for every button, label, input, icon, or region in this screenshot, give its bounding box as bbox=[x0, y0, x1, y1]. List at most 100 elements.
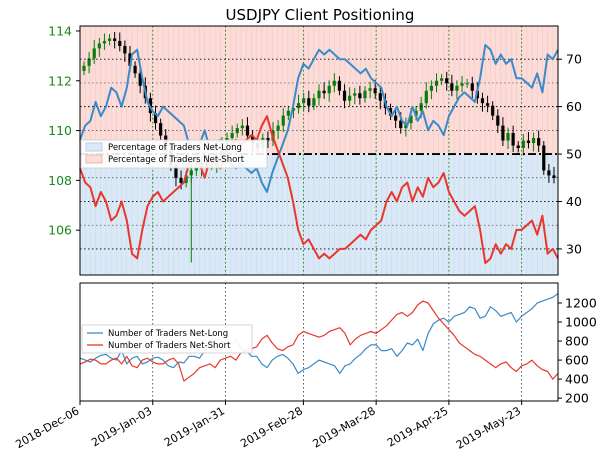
candle-body bbox=[107, 38, 112, 41]
x-tick-label: 2019-Apr-25 bbox=[385, 404, 450, 449]
candle-body bbox=[378, 93, 382, 101]
bottom-legend: Number of Traders Net-Long Number of Tra… bbox=[81, 324, 253, 354]
x-tick-label: 2018-Dec-06 bbox=[13, 404, 81, 451]
legend-label-net-long-pct: Percentage of Traders Net-Long bbox=[108, 143, 242, 153]
candle-body bbox=[445, 78, 449, 84]
x-tick-label: 2019-Mar-28 bbox=[311, 404, 378, 450]
candle-body bbox=[424, 90, 428, 104]
candle-body bbox=[92, 48, 96, 59]
candle-body bbox=[276, 125, 280, 131]
candle-body bbox=[363, 90, 367, 99]
candle-body bbox=[113, 38, 117, 41]
candle-body bbox=[286, 110, 290, 116]
left-tick-label: 112 bbox=[48, 73, 72, 88]
candle-body bbox=[337, 80, 342, 91]
candle-body bbox=[511, 133, 515, 146]
candle-body bbox=[531, 138, 536, 144]
candle-body bbox=[429, 85, 433, 91]
candle-body bbox=[506, 133, 510, 141]
candle-body bbox=[184, 175, 188, 183]
candle-body bbox=[179, 177, 183, 183]
candle-body bbox=[291, 108, 296, 111]
candle-body bbox=[440, 78, 444, 81]
candle-body bbox=[348, 95, 352, 101]
right-tick-label: 60 bbox=[566, 99, 582, 114]
bottom-panel-series bbox=[79, 283, 559, 401]
x-tick-label: 2019-Jan-31 bbox=[162, 404, 227, 449]
candle-body bbox=[159, 123, 163, 136]
series-line-net-long-count bbox=[79, 293, 559, 374]
legend-swatch-net-short-pct bbox=[85, 154, 103, 164]
candle-body bbox=[230, 133, 234, 139]
x-tick-label: 2019-Jan-03 bbox=[89, 404, 154, 449]
candle-body bbox=[102, 40, 107, 44]
top-panel-series bbox=[79, 44, 559, 265]
legend-label-net-short-pct: Percentage of Traders Net-Short bbox=[108, 155, 245, 165]
bottom-right-tick-label: 600 bbox=[565, 353, 589, 368]
candle-body bbox=[138, 73, 142, 86]
candle-body bbox=[307, 98, 311, 106]
candle-body bbox=[332, 80, 336, 86]
candle-body bbox=[317, 90, 321, 99]
candle-body bbox=[455, 85, 459, 91]
candle-body bbox=[358, 93, 362, 99]
x-axis-labels: 2018-Dec-06 2019-Jan-03 2019-Jan-31 2019-Fe… bbox=[13, 401, 523, 452]
candle-body bbox=[123, 45, 127, 54]
bottom-right-tick-label: 400 bbox=[565, 372, 589, 387]
top-panel-axes: 106 108 110 112 114 30 40 50 60 70 bbox=[48, 23, 582, 256]
candle-body bbox=[281, 115, 285, 126]
series-line-net-long-pct bbox=[79, 44, 559, 193]
left-tick-label: 114 bbox=[48, 23, 72, 38]
candle-body bbox=[194, 167, 198, 171]
chart-title: USDJPY Client Positioning bbox=[226, 6, 415, 24]
candle-body bbox=[245, 125, 250, 136]
left-tick-label: 106 bbox=[48, 223, 72, 238]
candle-body bbox=[394, 115, 398, 121]
bottom-right-tick-label: 800 bbox=[565, 334, 589, 349]
candle-body bbox=[302, 98, 306, 104]
candle-body bbox=[322, 90, 326, 94]
candle-body bbox=[128, 53, 132, 66]
candle-body bbox=[240, 125, 244, 129]
bottom-panel-axes: 200 400 600 800 1000 1200 bbox=[558, 295, 597, 406]
series-line-net-short-pct bbox=[79, 115, 559, 265]
candle-body bbox=[118, 40, 122, 46]
candle-body bbox=[414, 110, 418, 116]
legend-swatch-net-long-pct bbox=[85, 142, 103, 152]
candle-body bbox=[174, 165, 178, 178]
candle-body bbox=[552, 175, 556, 178]
candle-body bbox=[97, 43, 101, 49]
candle-body bbox=[434, 80, 439, 86]
candle-body bbox=[496, 115, 500, 126]
bottom-right-tick-label: 200 bbox=[565, 391, 589, 406]
candle-body bbox=[470, 83, 474, 91]
left-tick-label: 108 bbox=[48, 173, 72, 188]
candle-body bbox=[409, 115, 413, 124]
top-panel-frame bbox=[79, 25, 559, 276]
left-tick-label: 110 bbox=[48, 123, 72, 138]
x-tick-label: 2019-May-23 bbox=[454, 404, 523, 452]
candle-body bbox=[521, 140, 525, 149]
candle-body bbox=[501, 125, 505, 141]
top-legend: Percentage of Traders Net-Long Percentag… bbox=[80, 139, 268, 169]
right-tick-label: 70 bbox=[566, 52, 582, 67]
candle-body bbox=[450, 83, 454, 91]
candle-body bbox=[266, 138, 270, 141]
bottom-right-tick-label: 1000 bbox=[565, 315, 597, 330]
bottom-panel-frame bbox=[79, 282, 559, 402]
x-tick-label: 2019-Feb-28 bbox=[238, 404, 305, 450]
candle-body bbox=[312, 98, 316, 106]
right-tick-label: 30 bbox=[566, 241, 582, 256]
bottom-right-tick-label: 1200 bbox=[565, 295, 597, 310]
series-line-net-short-count bbox=[79, 300, 559, 382]
candle-body bbox=[526, 140, 531, 144]
candle-body bbox=[480, 98, 485, 104]
candle-body bbox=[399, 120, 403, 129]
candle-body bbox=[516, 145, 520, 149]
candle-body bbox=[327, 85, 331, 94]
right-tick-label: 40 bbox=[566, 194, 582, 209]
candle-body bbox=[537, 138, 541, 146]
candle-body bbox=[368, 88, 372, 91]
candle-body bbox=[353, 93, 357, 96]
